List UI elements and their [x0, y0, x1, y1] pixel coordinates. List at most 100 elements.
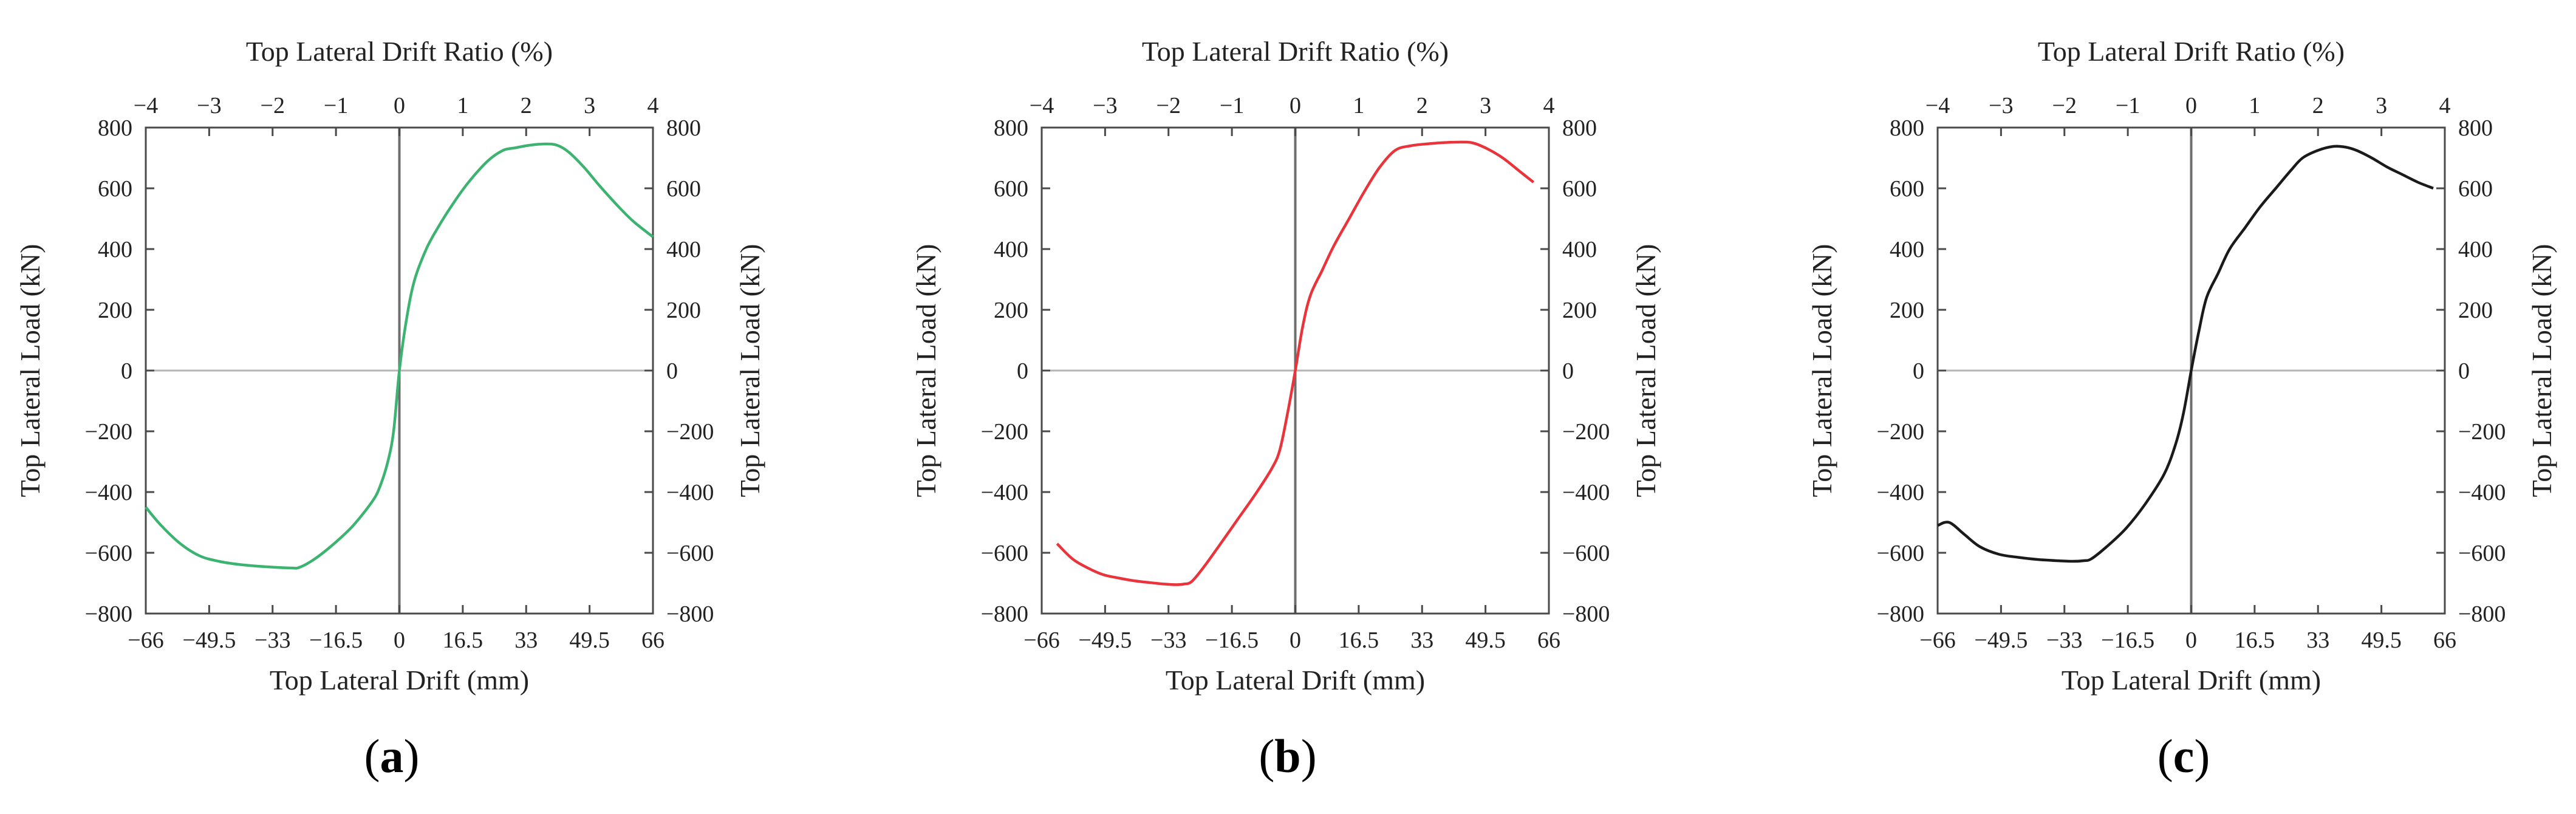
y-axis-title-right-a: Top Lateral Load (kN) — [734, 244, 765, 498]
x-tick-label-b-1: −49.5 — [1078, 628, 1132, 653]
top-tick-label-c-7: 3 — [2376, 93, 2387, 118]
y-axis-title-left-b: Top Lateral Load (kN) — [910, 244, 941, 498]
y-tick-label-right-b-6: 400 — [1562, 237, 1597, 262]
x-axis-title-c: Top Lateral Drift (mm) — [2062, 665, 2321, 696]
y-tick-label-left-a-6: 400 — [98, 237, 132, 262]
y-tick-label-left-c-4: 0 — [1913, 358, 1924, 384]
x-tick-label-c-0: −66 — [1919, 628, 1955, 653]
y-tick-label-left-c-8: 800 — [1890, 115, 1924, 141]
top-tick-label-a-2: −2 — [261, 93, 285, 118]
x-tick-label-a-8: 66 — [641, 628, 664, 653]
x-tick-label-b-0: −66 — [1023, 628, 1059, 653]
y-tick-label-left-c-7: 600 — [1890, 176, 1924, 202]
x-tick-label-c-1: −49.5 — [1974, 628, 2028, 653]
y-tick-label-right-b-3: −200 — [1562, 419, 1610, 445]
y-tick-label-left-b-2: −400 — [981, 480, 1028, 505]
x-tick-label-b-3: −16.5 — [1205, 628, 1259, 653]
panel-label-a: (a) — [364, 730, 420, 782]
y-tick-label-left-b-0: −800 — [981, 601, 1028, 627]
y-tick-label-right-c-6: 400 — [2458, 237, 2493, 262]
top-tick-label-b-3: −1 — [1220, 93, 1244, 118]
y-tick-label-right-a-7: 600 — [666, 176, 701, 202]
y-tick-label-left-b-8: 800 — [994, 115, 1028, 141]
y-tick-label-right-b-4: 0 — [1562, 358, 1574, 384]
y-tick-label-left-a-0: −800 — [85, 601, 132, 627]
x-tick-label-a-6: 33 — [514, 628, 538, 653]
x-tick-label-c-7: 49.5 — [2361, 628, 2402, 653]
top-tick-label-c-1: −3 — [1989, 93, 2013, 118]
x-tick-label-a-2: −33 — [255, 628, 290, 653]
y-tick-label-right-c-7: 600 — [2458, 176, 2493, 202]
top-tick-label-a-4: 0 — [394, 93, 405, 118]
x-axis-title-b: Top Lateral Drift (mm) — [1166, 665, 1425, 696]
y-tick-label-left-c-2: −400 — [1877, 480, 1924, 505]
y-tick-label-left-b-4: 0 — [1017, 358, 1028, 384]
top-tick-label-a-1: −3 — [197, 93, 221, 118]
y-tick-label-right-b-5: 200 — [1562, 298, 1597, 323]
top-tick-label-b-6: 2 — [1416, 93, 1428, 118]
y-tick-label-right-b-0: −800 — [1562, 601, 1610, 627]
y-tick-label-left-a-2: −400 — [85, 480, 132, 505]
y-tick-label-left-a-3: −200 — [85, 419, 132, 445]
series-line-b — [1056, 140, 1535, 586]
y-tick-label-right-c-5: 200 — [2458, 298, 2493, 323]
y-axis-title-right-c: Top Lateral Load (kN) — [2526, 244, 2557, 498]
y-tick-label-right-a-8: 800 — [666, 115, 701, 141]
x-tick-label-a-1: −49.5 — [182, 628, 236, 653]
series-line-c — [1937, 145, 2434, 563]
y-axis-title-left-a: Top Lateral Load (kN) — [15, 244, 46, 498]
y-axis-title-left-c: Top Lateral Load (kN) — [1806, 244, 1837, 498]
series-line-a — [145, 142, 654, 570]
top-tick-label-b-1: −3 — [1093, 93, 1117, 118]
x-tick-label-b-5: 16.5 — [1339, 628, 1379, 653]
x-tick-label-c-5: 16.5 — [2235, 628, 2275, 653]
y-tick-label-left-b-3: −200 — [981, 419, 1028, 445]
y-tick-label-left-a-5: 200 — [98, 298, 132, 323]
plot-c: −66 −49.5 −33 −16.5 0 16.5 33 49.5 66 −4 −3 −2 −1 0 1 2… — [1806, 36, 2557, 696]
top-axis-title-c: Top Lateral Drift Ratio (%) — [2038, 36, 2345, 67]
top-tick-label-b-8: 4 — [1543, 93, 1555, 118]
y-tick-label-right-a-6: 400 — [666, 237, 701, 262]
top-tick-label-a-3: −1 — [324, 93, 348, 118]
y-tick-label-right-b-1: −600 — [1562, 541, 1610, 566]
y-tick-label-right-c-4: 0 — [2458, 358, 2470, 384]
y-tick-label-right-c-3: −200 — [2458, 419, 2506, 445]
x-tick-label-a-7: 49.5 — [569, 628, 610, 653]
top-tick-label-a-5: 1 — [457, 93, 468, 118]
top-tick-label-c-8: 4 — [2439, 93, 2451, 118]
y-tick-label-left-b-5: 200 — [994, 298, 1028, 323]
x-tick-label-c-8: 66 — [2433, 628, 2456, 653]
x-axis-title-a: Top Lateral Drift (mm) — [270, 665, 529, 696]
top-tick-label-c-6: 2 — [2312, 93, 2324, 118]
x-tick-label-b-4: 0 — [1290, 628, 1301, 653]
y-tick-label-right-a-1: −600 — [666, 541, 714, 566]
top-tick-label-a-6: 2 — [521, 93, 532, 118]
y-tick-label-left-a-7: 600 — [98, 176, 132, 202]
top-axis-title-a: Top Lateral Drift Ratio (%) — [246, 36, 553, 67]
x-tick-label-c-3: −16.5 — [2101, 628, 2154, 653]
x-tick-label-a-3: −16.5 — [309, 628, 363, 653]
y-tick-label-left-a-4: 0 — [121, 358, 132, 384]
top-tick-label-a-7: 3 — [584, 93, 595, 118]
top-tick-label-b-7: 3 — [1480, 93, 1491, 118]
top-tick-label-b-2: −2 — [1156, 93, 1181, 118]
y-tick-label-left-c-5: 200 — [1890, 298, 1924, 323]
y-tick-label-right-a-2: −400 — [666, 480, 714, 505]
y-tick-label-left-a-8: 800 — [98, 115, 132, 141]
y-tick-label-right-a-3: −200 — [666, 419, 714, 445]
x-tick-label-c-6: 33 — [2306, 628, 2329, 653]
y-tick-label-left-b-7: 600 — [994, 176, 1028, 202]
x-tick-label-a-5: 16.5 — [443, 628, 483, 653]
y-tick-label-left-b-6: 400 — [994, 237, 1028, 262]
y-tick-label-right-c-2: −400 — [2458, 480, 2506, 505]
top-axis-title-b: Top Lateral Drift Ratio (%) — [1142, 36, 1449, 67]
y-tick-label-right-c-1: −600 — [2458, 541, 2506, 566]
y-tick-label-right-b-7: 600 — [1562, 176, 1597, 202]
y-tick-label-right-c-8: 800 — [2458, 115, 2493, 141]
panel-label-c: (c) — [2157, 730, 2210, 782]
y-tick-label-right-a-5: 200 — [666, 298, 701, 323]
top-tick-label-b-5: 1 — [1353, 93, 1364, 118]
y-tick-label-left-c-6: 400 — [1890, 237, 1924, 262]
y-tick-label-right-b-2: −400 — [1562, 480, 1610, 505]
